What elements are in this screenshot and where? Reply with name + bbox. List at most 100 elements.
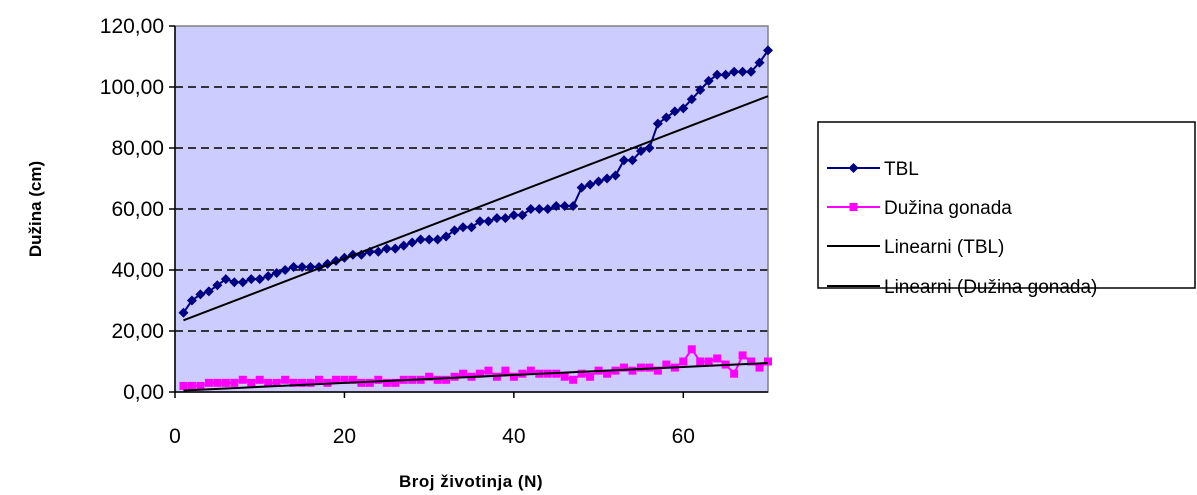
data-point (509, 372, 518, 381)
data-point (696, 357, 705, 366)
legend-label: Linearni (TBL) (884, 237, 1004, 258)
data-point (220, 274, 231, 285)
data-point (466, 222, 477, 233)
data-point (737, 66, 748, 77)
legend-marker (848, 163, 859, 173)
data-point (213, 378, 222, 387)
data-point (559, 200, 570, 211)
data-point (237, 277, 248, 288)
data-point (187, 381, 196, 390)
data-point (289, 378, 298, 387)
data-point (628, 366, 637, 375)
y-tick-label: 0,00 (123, 381, 164, 404)
series-line (182, 49, 769, 314)
data-point (484, 366, 493, 375)
x-tick-labels: 0 20 40 60 (169, 392, 695, 448)
data-point (382, 378, 391, 387)
data-point (212, 280, 223, 291)
data-point (390, 243, 401, 254)
legend-marker (849, 203, 858, 211)
data-point (297, 261, 308, 272)
data-point (415, 234, 426, 245)
data-point (186, 295, 197, 306)
data-point (195, 289, 206, 300)
data-point (653, 366, 662, 375)
data-point (619, 363, 628, 372)
data-point (618, 155, 629, 166)
data-point (713, 354, 722, 363)
series-layer (178, 45, 773, 392)
data-point (381, 243, 392, 254)
data-point (501, 366, 510, 375)
y-tick-label: 20,00 (111, 320, 164, 343)
series-1 (179, 345, 772, 390)
data-point (246, 274, 257, 285)
data-point (686, 94, 697, 105)
data-point (247, 378, 256, 387)
data-point (635, 146, 646, 157)
gridlines (175, 86, 768, 332)
legend-label: Dužina gonada (884, 198, 1012, 219)
data-point (281, 375, 290, 384)
x-tick-label: 40 (502, 425, 525, 448)
data-point (747, 357, 756, 366)
data-point (738, 351, 747, 360)
data-point (730, 369, 739, 378)
legend: TBL Dužina gonada Linearni (TBL) Linearni (… (817, 121, 1196, 298)
data-point (271, 268, 282, 279)
data-point (179, 381, 188, 390)
data-point (264, 378, 273, 387)
data-point (298, 378, 307, 387)
data-point (433, 375, 442, 384)
data-point (669, 106, 680, 117)
data-point (576, 182, 587, 193)
data-point (196, 381, 205, 390)
x-axis-title: Broj životinja (N) (399, 472, 543, 491)
data-point (373, 246, 384, 257)
data-point (602, 173, 613, 184)
data-point (442, 375, 451, 384)
y-tick-label: 100,00 (100, 76, 164, 99)
data-point (441, 231, 452, 242)
data-point (720, 69, 731, 80)
data-point (263, 271, 274, 282)
data-point (407, 237, 418, 248)
data-point (577, 369, 586, 378)
data-point (687, 345, 696, 354)
x-tick-label: 60 (672, 425, 695, 448)
data-point (526, 366, 535, 375)
data-point (568, 200, 579, 211)
y-tick-label: 80,00 (111, 137, 164, 160)
x-tick-label: 0 (169, 425, 181, 448)
y-tick-label: 60,00 (111, 198, 164, 221)
data-point (449, 225, 460, 236)
data-point (425, 372, 434, 381)
data-point (391, 378, 400, 387)
data-point (764, 357, 772, 366)
data-point (593, 176, 604, 187)
data-point (678, 103, 689, 114)
data-point (315, 375, 324, 384)
data-point (763, 45, 773, 56)
data-point (746, 66, 757, 77)
data-point (331, 375, 340, 384)
data-point (459, 369, 468, 378)
data-point (652, 118, 663, 129)
data-point (306, 378, 315, 387)
data-point (474, 216, 485, 227)
data-point (534, 204, 545, 214)
data-point (203, 286, 214, 297)
data-point (586, 372, 595, 381)
data-point (340, 375, 349, 384)
data-point (695, 85, 706, 96)
data-point (398, 240, 409, 251)
legend-box (817, 121, 1196, 289)
data-point (221, 378, 230, 387)
y-tick-label: 120,00 (100, 15, 164, 38)
series-0 (178, 45, 773, 318)
data-point (542, 204, 553, 214)
data-point (517, 210, 528, 221)
data-point (305, 261, 316, 272)
data-point (491, 213, 502, 224)
